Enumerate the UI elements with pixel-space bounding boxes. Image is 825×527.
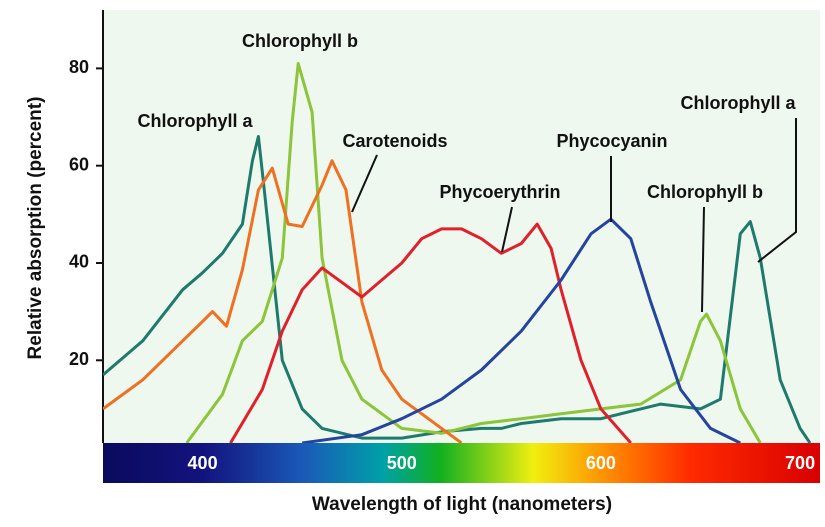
y-tick-label: 40	[69, 252, 89, 272]
leader-line	[701, 206, 705, 313]
y-tick-label: 60	[69, 154, 89, 174]
series-label: Chlorophyll a	[137, 111, 253, 131]
series-label: Chlorophyll a	[680, 93, 796, 113]
x-tick-label: 500	[387, 453, 417, 473]
y-tick-label: 20	[69, 349, 89, 369]
series-label: Phycoerythrin	[439, 182, 560, 202]
series-label: Chlorophyll b	[647, 182, 763, 202]
leader-lines	[351, 118, 797, 313]
series-label: Phycocyanin	[556, 131, 667, 151]
x-tick-label: 600	[586, 453, 616, 473]
plot-area	[103, 10, 820, 443]
x-axis-label: Wavelength of light (nanometers)	[312, 494, 612, 515]
leader-line	[351, 154, 378, 213]
series-label: Chlorophyll b	[242, 31, 358, 51]
series-label: Carotenoids	[342, 131, 447, 151]
series-line	[229, 222, 632, 443]
series-line	[103, 159, 463, 443]
leader-line	[757, 118, 797, 263]
x-tick-label: 400	[188, 453, 218, 473]
y-axis-label: Relative absorption (percent)	[25, 97, 46, 360]
leader-line	[501, 206, 513, 253]
y-tick-label: 80	[69, 57, 89, 77]
series-line	[103, 135, 812, 443]
curves	[103, 62, 812, 443]
series-line	[185, 62, 762, 443]
spectrum-bar	[103, 443, 820, 483]
x-tick-label: 700	[785, 453, 815, 473]
series-line	[301, 217, 741, 443]
